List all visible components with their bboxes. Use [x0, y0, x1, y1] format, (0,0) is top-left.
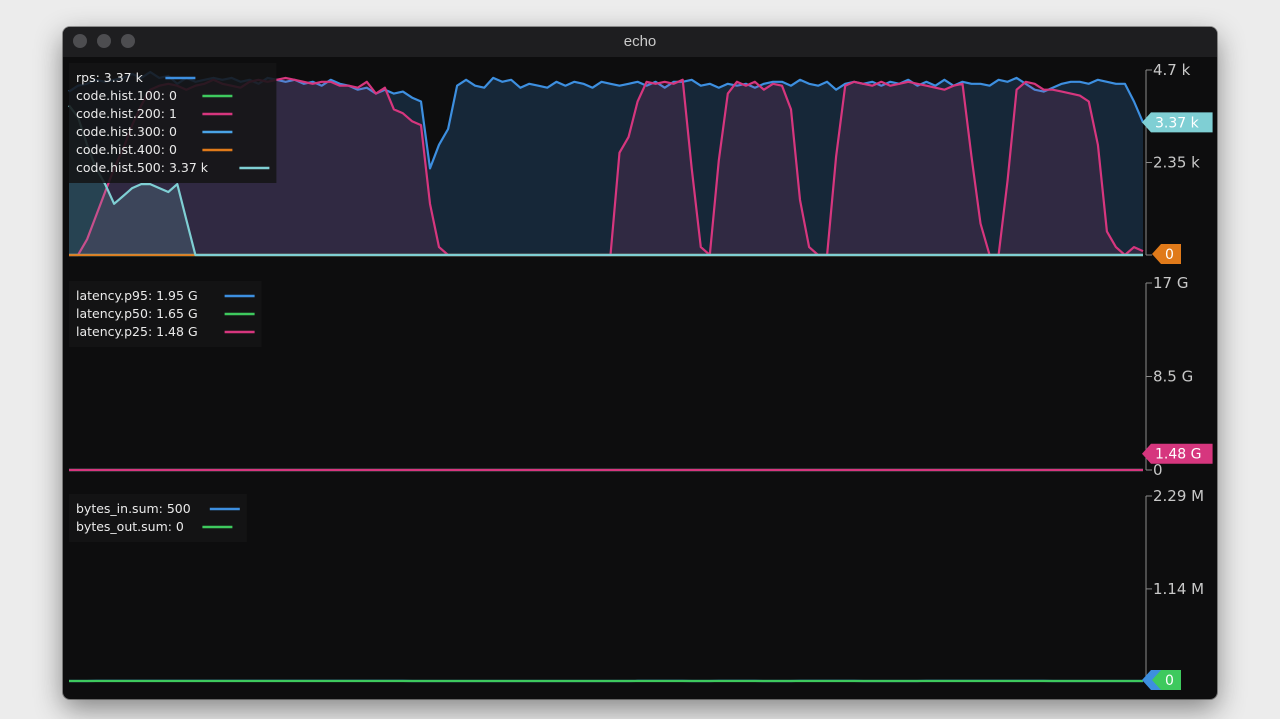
value-badge-label: 3.37 k — [1155, 115, 1200, 131]
value-badge-label: 0 — [1165, 673, 1174, 689]
legend-item-label: code.hist.500: 3.37 k — [76, 160, 209, 175]
value-badge-label: 1.48 G — [1155, 447, 1201, 463]
y-tick-label: 0 — [1153, 461, 1163, 479]
charts-canvas: 2.35 k 4.7 k 3.37 k 0 rps: 3.37 k code.hist.1… — [68, 61, 1213, 690]
y-tick-label: 2.35 k — [1153, 154, 1200, 172]
legend-item-label: latency.p95: 1.95 G — [76, 288, 198, 303]
legend-item-label: code.hist.200: 1 — [76, 106, 177, 121]
title-bar: echo — [63, 27, 1217, 57]
legend-item-label: latency.p50: 1.65 G — [76, 306, 198, 321]
value-badge-label: 0 — [1165, 247, 1174, 263]
value-badge: 0 — [1152, 670, 1181, 690]
y-tick-label: 2.29 M — [1153, 487, 1204, 505]
legend-item-label: rps: 3.37 k — [76, 70, 144, 85]
legend: rps: 3.37 k code.hist.100: 0 code.hist.200… — [69, 63, 277, 183]
legend-item-label: code.hist.400: 0 — [76, 142, 177, 157]
value-badge: 1.48 G — [1142, 443, 1213, 464]
y-tick-label: 1.14 M — [1153, 580, 1204, 598]
series-line — [68, 104, 1143, 257]
value-badge: 0 — [1152, 244, 1181, 264]
legend-item-label: latency.p25: 1.48 G — [76, 324, 198, 339]
app-window: echo 2.35 k 4.7 k 3.37 k 0 rps: 3.37 k code.h… — [63, 27, 1217, 699]
y-axis: 2.35 k 4.7 k — [1145, 61, 1200, 256]
zoom-window-button[interactable] — [121, 34, 135, 48]
value-badge-bg — [1142, 443, 1213, 464]
chart-panel-3: 1.14 M2.29 M00bytes_in.sum: 500bytes_out… — [69, 487, 1204, 690]
y-tick-label: 8.5 G — [1153, 368, 1193, 386]
series-code-hist-500 — [68, 104, 1143, 257]
close-window-button[interactable] — [73, 34, 87, 48]
y-tick-label: 4.7 k — [1153, 61, 1191, 79]
y-axis: 0 8.5 G 17 G — [1145, 274, 1193, 479]
value-badge: 3.37 k — [1142, 112, 1213, 133]
legend-item-label: code.hist.300: 0 — [76, 124, 177, 139]
legend-item-label: bytes_out.sum: 0 — [76, 519, 184, 534]
window-title: echo — [623, 33, 657, 50]
legend-item-label: bytes_in.sum: 500 — [76, 501, 191, 516]
y-tick-label: 17 G — [1153, 274, 1188, 292]
value-badge-bg — [1152, 244, 1181, 264]
minimize-window-button[interactable] — [97, 34, 111, 48]
chart-panel-1: 2.35 k 4.7 k 3.37 k 0 rps: 3.37 k code.hist.1… — [68, 61, 1213, 264]
series-area — [69, 72, 1143, 255]
legend: latency.p95: 1.95 G latency.p50: 1.65 G la… — [69, 281, 262, 347]
series-area — [69, 105, 1143, 256]
legend: bytes_in.sum: 500 bytes_out.sum: 0 — [69, 494, 247, 542]
value-badge-bg — [1152, 670, 1181, 690]
legend-background — [69, 494, 247, 542]
y-axis: 1.14 M 2.29 M — [1145, 487, 1204, 682]
legend-item-label: code.hist.100: 0 — [76, 88, 177, 103]
series-area — [69, 77, 1143, 256]
value-badge-bg — [1142, 112, 1213, 133]
legend-background — [69, 63, 277, 183]
